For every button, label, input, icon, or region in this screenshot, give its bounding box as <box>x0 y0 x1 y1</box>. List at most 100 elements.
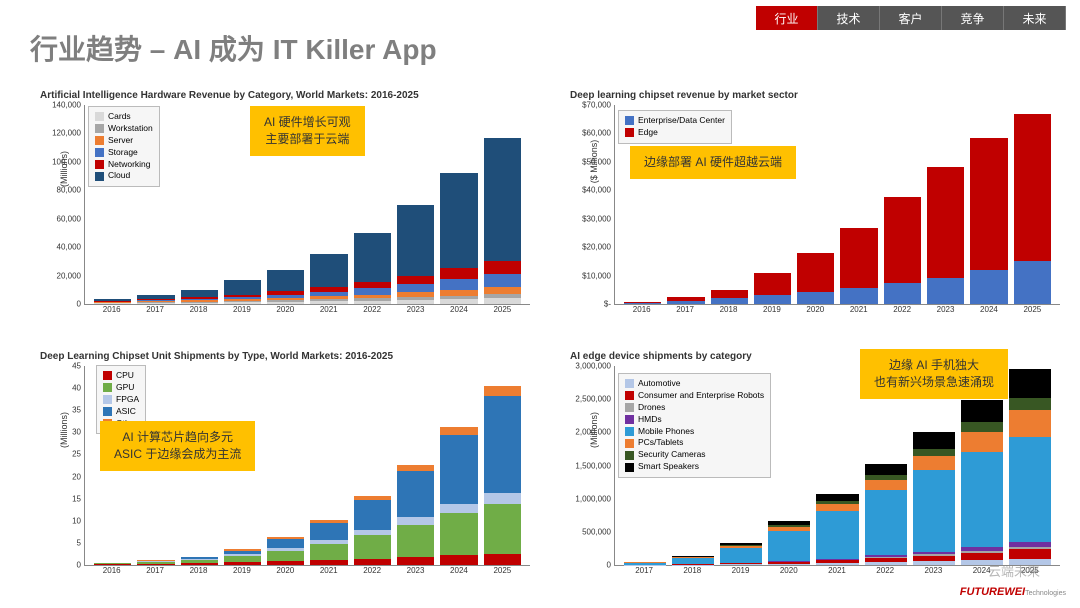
legend-swatch <box>95 124 104 133</box>
bar-segment <box>310 254 347 287</box>
bar <box>181 557 218 565</box>
y-tick: 3,000,000 <box>575 362 611 371</box>
bar <box>1014 114 1051 304</box>
bar-segment <box>224 302 261 304</box>
bar-segment <box>927 167 964 278</box>
bar-segment <box>440 268 477 279</box>
bar-segment <box>1014 261 1051 304</box>
bar <box>397 205 434 304</box>
bar-segment <box>484 504 521 554</box>
bar-segment <box>913 432 955 448</box>
bar-segment <box>961 432 1003 452</box>
bar <box>94 299 131 304</box>
nav-tab-tech[interactable]: 技术 <box>818 6 880 30</box>
y-axis-label: (Millions) <box>59 412 69 448</box>
bar-segment <box>1009 410 1051 437</box>
legend: Enterprise/Data CenterEdge <box>618 110 732 144</box>
bar-segment <box>768 564 810 565</box>
legend-swatch <box>625 391 634 400</box>
bar <box>884 197 921 304</box>
bar-segment <box>224 280 261 295</box>
bar <box>1009 369 1051 565</box>
bar-segment <box>913 449 955 456</box>
bar-segment <box>397 205 434 275</box>
callout: AI 计算芯片趋向多元ASIC 于边缘会成为主流 <box>100 421 255 471</box>
x-tick: 2023 <box>909 566 957 575</box>
x-tick: 2017 <box>663 305 706 314</box>
y-tick: 2,500,000 <box>575 395 611 404</box>
bar-segment <box>865 490 907 555</box>
bar-segment <box>840 228 877 288</box>
bar-segment <box>720 564 762 565</box>
callout: 边缘部署 AI 硬件超越云端 <box>630 146 796 179</box>
x-tick: 2017 <box>133 305 176 314</box>
x-tick: 2025 <box>481 566 524 575</box>
legend-swatch <box>625 451 634 460</box>
legend-swatch <box>625 403 634 412</box>
bar-segment <box>484 396 521 493</box>
bar-segment <box>816 511 858 559</box>
bar-segment <box>310 560 347 565</box>
nav-tab-customer[interactable]: 客户 <box>880 6 942 30</box>
bar <box>961 400 1003 565</box>
bar-segment <box>927 278 964 304</box>
bar-segment <box>354 301 391 304</box>
legend-swatch <box>625 379 634 388</box>
legend-label: Cards <box>108 111 131 123</box>
bar-segment <box>397 300 434 304</box>
bar-segment <box>94 303 131 304</box>
bar-segment <box>440 513 477 555</box>
legend-swatch <box>95 148 104 157</box>
legend-label: HMDs <box>638 414 662 426</box>
bar-segment <box>961 452 1003 547</box>
bar-segment <box>913 470 955 551</box>
bar <box>624 302 661 304</box>
x-tick: 2018 <box>707 305 750 314</box>
bar-segment <box>354 500 391 529</box>
legend-swatch <box>625 128 634 137</box>
bar-segment <box>354 233 391 282</box>
bar-segment <box>267 270 304 292</box>
y-tick: 60,000 <box>57 214 81 223</box>
nav-tab-future[interactable]: 未来 <box>1004 6 1066 30</box>
x-tick: 2018 <box>177 566 220 575</box>
bar-segment <box>961 422 1003 432</box>
legend-swatch <box>625 463 634 472</box>
chart-ai-edge-shipments: AI edge device shipments by category0500… <box>570 351 1060 598</box>
x-tick: 2016 <box>620 305 663 314</box>
bar-segment <box>484 274 521 287</box>
bar-segment <box>484 287 521 294</box>
bar-segment <box>137 303 174 304</box>
legend-label: Cloud <box>108 170 130 182</box>
legend: AutomotiveConsumer and Enterprise Robots… <box>618 373 771 478</box>
legend-label: CPU <box>116 370 134 382</box>
legend-label: Storage <box>108 147 138 159</box>
bar <box>797 253 834 304</box>
x-tick: 2019 <box>716 566 764 575</box>
y-tick: 1,500,000 <box>575 461 611 470</box>
bar-segment <box>267 551 304 561</box>
y-tick: 500,000 <box>582 527 611 536</box>
y-axis-label: (Millions) <box>589 412 599 448</box>
chart-title: Artificial Intelligence Hardware Revenue… <box>40 90 530 101</box>
bar-segment <box>354 559 391 565</box>
x-tick: 2025 <box>481 305 524 314</box>
legend-swatch <box>103 371 112 380</box>
y-axis-label: ($ Millions) <box>589 139 599 183</box>
x-tick: 2019 <box>750 305 793 314</box>
x-tick: 2022 <box>350 566 393 575</box>
legend-swatch <box>95 172 104 181</box>
callout: 边缘 AI 手机独大也有新兴场景急速涌现 <box>860 349 1008 399</box>
bar-segment <box>181 303 218 304</box>
legend-label: ASIC <box>116 406 136 418</box>
legend-label: GPU <box>116 382 134 394</box>
x-tick: 2017 <box>133 566 176 575</box>
bar-segment <box>711 290 748 299</box>
legend-label: Smart Speakers <box>638 461 699 473</box>
nav-tab-industry[interactable]: 行业 <box>756 6 818 30</box>
bar-segment <box>711 298 748 304</box>
y-tick: 20,000 <box>57 271 81 280</box>
bar-segment <box>484 386 521 396</box>
bar <box>865 464 907 565</box>
nav-tab-competition[interactable]: 竞争 <box>942 6 1004 30</box>
